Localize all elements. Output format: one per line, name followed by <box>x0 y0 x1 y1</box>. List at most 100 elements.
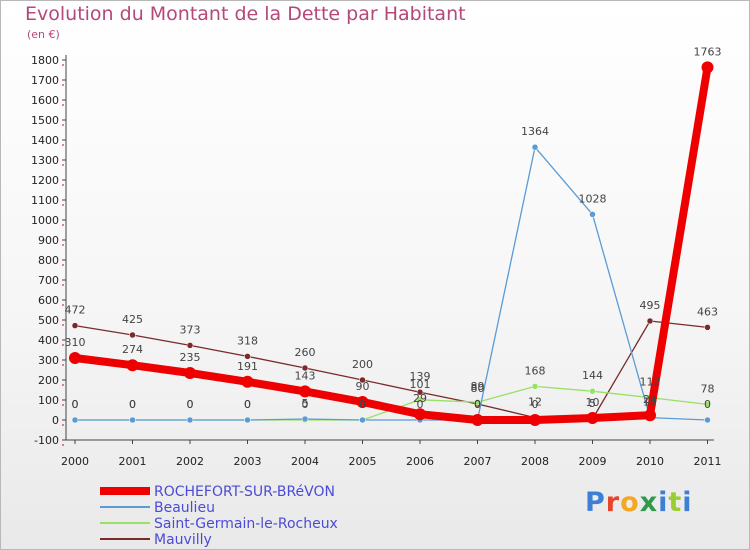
series-lines <box>69 61 714 426</box>
data-label: 0 <box>302 398 309 411</box>
data-label: 318 <box>237 334 258 347</box>
y-minor-tick-mark <box>62 84 64 86</box>
data-point <box>414 408 426 421</box>
data-point <box>359 376 366 384</box>
y-tick-label: 300 <box>38 354 59 367</box>
logo-letter: P <box>585 487 606 518</box>
data-point <box>244 353 251 360</box>
data-label: 24 <box>643 393 657 406</box>
y-tick-label: 0 <box>52 414 59 427</box>
y-minor-tick-mark <box>62 124 64 126</box>
x-tick-label: 2006 <box>406 455 434 468</box>
data-label: 29 <box>413 392 427 405</box>
y-tick-label: 1400 <box>31 134 59 147</box>
y-tick-label: 1300 <box>31 154 59 167</box>
x-tick-label: 2002 <box>176 455 204 468</box>
data-label: 0 <box>359 398 366 411</box>
data-label: 12 <box>643 396 657 409</box>
data-label: 0 <box>244 398 251 411</box>
logo-letter: i <box>682 487 693 518</box>
data-label: 0 <box>72 398 79 411</box>
data-point <box>356 396 369 408</box>
chart-title: Evolution du Montant de la Dette par Hab… <box>25 3 466 25</box>
data-label: 1763 <box>694 45 722 58</box>
logo-letter: r <box>605 487 621 518</box>
data-label: 0 <box>704 398 711 411</box>
y-minor-tick-mark <box>62 104 64 106</box>
data-point <box>71 416 79 424</box>
y-tick-label: 400 <box>38 334 59 347</box>
data-point <box>531 143 539 151</box>
y-tick-label: 800 <box>38 254 59 267</box>
legend-swatch <box>100 487 150 495</box>
data-label: 495 <box>640 299 661 312</box>
y-tick-label: 200 <box>38 374 59 387</box>
data-point <box>471 414 484 426</box>
y-tick-label: 1200 <box>31 174 59 187</box>
data-label: 112 <box>640 376 661 389</box>
data-point <box>704 416 711 424</box>
data-point <box>301 415 309 423</box>
data-label: 5 <box>302 397 309 410</box>
data-label: 80 <box>471 382 485 395</box>
data-point <box>129 331 136 339</box>
y-minor-tick-mark <box>62 444 64 446</box>
y-minor-tick-mark <box>62 224 64 226</box>
legend-swatch <box>100 538 150 540</box>
data-point <box>644 409 656 422</box>
data-point <box>301 364 309 372</box>
legend-swatch <box>100 522 150 524</box>
y-minor-tick-mark <box>62 384 64 386</box>
series-line-0 <box>71 63 712 424</box>
y-minor-tick-mark <box>62 244 64 246</box>
logo-letter: o <box>620 487 640 518</box>
y-minor-tick-mark <box>62 404 64 406</box>
x-tick-label: 2001 <box>119 455 147 468</box>
data-point <box>184 367 196 379</box>
data-point <box>474 398 481 406</box>
legend-swatch <box>100 506 150 508</box>
data-label: 0 <box>359 398 366 411</box>
data-label: 0 <box>187 398 194 411</box>
y-tick-label: 100 <box>38 394 59 407</box>
y-tick-label: 600 <box>38 294 59 307</box>
y-tick-label: 1700 <box>31 74 59 87</box>
series-line-3 <box>74 320 709 420</box>
x-tick-label: 2003 <box>234 455 262 468</box>
y-minor-tick-mark <box>62 264 64 266</box>
y-minor-tick-mark <box>62 304 64 306</box>
logo-letter: i <box>658 487 669 518</box>
data-label: 90 <box>356 380 370 393</box>
data-label: 101 <box>410 378 431 391</box>
data-point <box>241 375 254 388</box>
data-label: 0 <box>474 398 481 411</box>
legend-label: Mauvilly <box>154 532 212 548</box>
data-point <box>69 352 81 364</box>
x-tick-label: 2010 <box>636 455 664 468</box>
x-tick-label: 2007 <box>464 455 492 468</box>
y-minor-tick-mark <box>62 284 64 286</box>
y-tick-label: 1100 <box>31 194 59 207</box>
data-label: 12 <box>528 396 542 409</box>
data-point <box>589 387 596 395</box>
y-tick-label: 1500 <box>31 114 59 127</box>
data-point <box>129 416 136 424</box>
data-label: 0 <box>532 398 539 411</box>
data-point <box>126 359 139 372</box>
y-minor-tick-mark <box>62 344 64 346</box>
data-label: 1028 <box>579 192 607 205</box>
data-point <box>359 416 366 424</box>
data-point <box>586 412 599 424</box>
data-label: 463 <box>697 305 718 318</box>
axes: -100010020030040050060070080090010001100… <box>31 54 722 468</box>
data-point <box>416 388 424 396</box>
data-label: 10 <box>586 396 600 409</box>
y-minor-tick-mark <box>62 64 64 66</box>
data-point <box>529 414 541 426</box>
data-point <box>704 324 711 331</box>
data-point <box>299 385 311 398</box>
data-label: 0 <box>244 398 251 411</box>
data-point <box>186 416 194 424</box>
